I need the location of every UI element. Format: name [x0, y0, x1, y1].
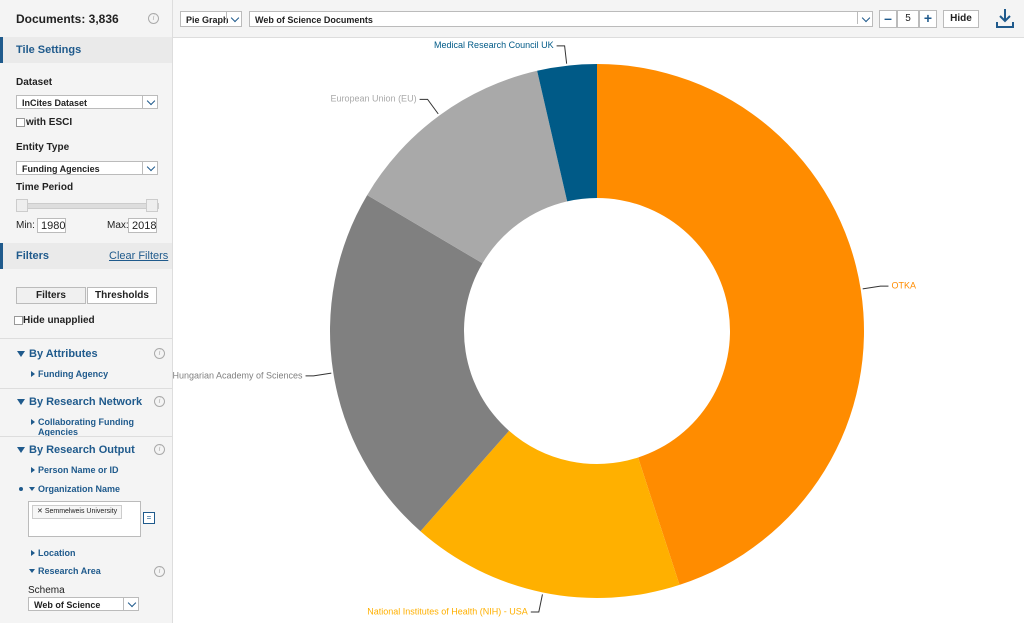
filter-item[interactable]: Funding Agency — [38, 369, 109, 379]
clear-filters[interactable]: Clear Filters — [109, 250, 169, 262]
filter-item[interactable]: Collaborating Funding Agencies — [38, 417, 134, 437]
slice-label: OTKA — [891, 280, 916, 290]
filter-item[interactable]: Location — [38, 548, 76, 558]
expand-icon[interactable] — [31, 550, 35, 556]
source-select[interactable]: Web of Science Documents — [249, 11, 873, 27]
expand-icon[interactable] — [17, 351, 25, 357]
tag-label: Semmelweis University — [44, 508, 118, 515]
section-title[interactable]: By Research Network — [29, 396, 143, 408]
apply-button[interactable]: = — [143, 512, 155, 524]
expand-icon[interactable] — [29, 487, 35, 491]
time-period-label: Time Period — [16, 182, 74, 193]
tile-settings: Tile Settings — [16, 44, 82, 56]
count-input[interactable]: 5 — [897, 10, 919, 28]
pie-slice — [537, 64, 597, 202]
leader-line — [862, 285, 889, 290]
info-icon[interactable]: i — [154, 348, 165, 359]
filters-tab[interactable]: Filters — [16, 287, 86, 304]
expand-icon[interactable] — [29, 569, 35, 573]
chart: OTKA National Institutes of Health (NIH) … — [173, 40, 916, 616]
slice-label: European Union (EU) — [331, 94, 417, 104]
dataset-label: Dataset — [16, 77, 53, 88]
separator — [0, 338, 172, 339]
pie-slice — [367, 70, 568, 264]
esci-label: with ESCI — [26, 117, 73, 128]
leader-line — [530, 594, 543, 613]
slider-handle[interactable] — [146, 199, 158, 212]
schema-select[interactable]: Web of Science — [28, 597, 139, 611]
decrement-button[interactable]: – — [879, 10, 897, 28]
filter-item[interactable]: Organization Name — [38, 484, 121, 494]
slice-label: National Institutes of Health (NIH) - US… — [367, 606, 528, 616]
max-input[interactable]: 2018 — [128, 218, 157, 233]
increment-button[interactable]: + — [919, 10, 937, 28]
entity-type-select[interactable]: Funding Agencies — [16, 161, 158, 175]
tile-settings-header: Tile Settings — [0, 37, 172, 63]
download-icon[interactable] — [995, 8, 1015, 30]
slice-label: Hungarian Academy of Sciences — [173, 370, 303, 380]
leader-line — [419, 98, 439, 115]
slider-handle[interactable] — [16, 199, 28, 212]
min-input[interactable]: 1980 — [37, 218, 66, 233]
hide-unapplied-label: Hide unapplied — [23, 315, 95, 326]
time-slider[interactable] — [16, 203, 159, 209]
leader-line — [556, 45, 568, 64]
filters-header: Filters Clear Filters — [0, 243, 172, 269]
chart-type-select[interactable]: Pie Graph — [180, 11, 242, 27]
pie-slice — [597, 64, 864, 585]
info-icon[interactable]: i — [154, 396, 165, 407]
section-title[interactable]: By Attributes — [29, 348, 98, 360]
applied-dot — [19, 487, 23, 491]
pie-slice — [330, 195, 510, 532]
sidebar: Documents: 3,836 i Tile Settings Dataset… — [0, 0, 173, 623]
expand-icon[interactable] — [17, 399, 25, 405]
section-title[interactable]: By Research Output — [29, 444, 135, 456]
toolbar: Pie Graph Web of Science Documents – 5 +… — [173, 0, 1024, 38]
slice-label: Medical Research Council UK — [434, 40, 554, 50]
hide-button[interactable]: Hide — [943, 10, 979, 28]
expand-icon[interactable] — [31, 467, 35, 473]
chart-type: Pie Graph — [186, 15, 229, 25]
dataset-value: InCites Dataset — [22, 98, 88, 108]
filter-item[interactable]: Person Name or ID — [38, 465, 119, 475]
tag-input[interactable]: ✕ Semmelweis University — [28, 501, 141, 537]
max-label: Max: — [107, 220, 129, 231]
esci-checkbox[interactable] — [16, 118, 25, 127]
tag[interactable]: ✕ Semmelweis University — [32, 505, 123, 519]
source: Web of Science Documents — [255, 15, 373, 25]
pie-slice — [420, 430, 680, 598]
expand-icon[interactable] — [31, 419, 35, 425]
entity-type-value: Funding Agencies — [22, 164, 100, 174]
documents-count: Documents: 3,836 — [16, 12, 119, 26]
hide-unapplied-checkbox[interactable] — [14, 316, 23, 325]
schema-value: Web of Science — [34, 600, 101, 610]
separator — [0, 388, 172, 389]
separator — [0, 436, 172, 437]
expand-icon[interactable] — [17, 447, 25, 453]
info-icon[interactable]: i — [148, 13, 159, 24]
filters-title: Filters — [16, 250, 50, 262]
info-icon[interactable]: i — [154, 444, 165, 455]
filter-item[interactable]: Research Area — [38, 566, 101, 576]
entity-type-label: Entity Type — [16, 142, 70, 153]
min-label: Min: — [16, 220, 35, 231]
info-icon[interactable]: i — [154, 566, 165, 577]
leader-line — [305, 372, 332, 377]
dataset-select[interactable]: InCites Dataset — [16, 95, 158, 109]
schema-label: Schema — [28, 585, 65, 596]
thresholds-tab[interactable]: Thresholds — [87, 287, 157, 304]
expand-icon[interactable] — [31, 371, 35, 377]
